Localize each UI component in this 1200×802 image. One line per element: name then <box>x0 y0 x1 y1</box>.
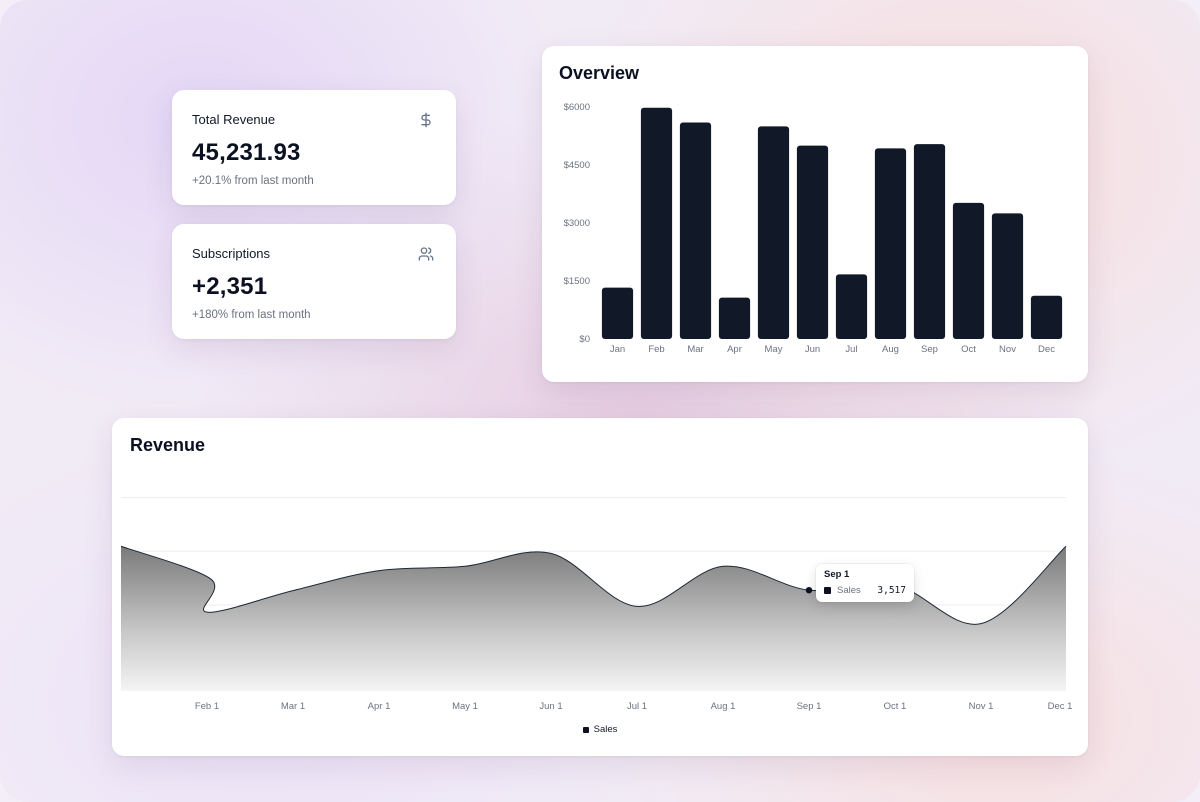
total-revenue-value: 45,231.93 <box>192 139 301 166</box>
x-tick-label: Aug <box>882 344 899 355</box>
total-revenue-title: Total Revenue <box>192 112 276 127</box>
revenue-card: Revenue Feb 1 Mar 1 Apr 1 May 1 Jun 1 Jul 1 Au… <box>112 418 1088 756</box>
x-tick-label: Apr 1 <box>368 701 391 712</box>
x-tick-label: Jan <box>610 344 625 355</box>
bar-feb[interactable] <box>640 107 673 339</box>
x-tick-label: Nov <box>999 344 1016 355</box>
bar-apr[interactable] <box>718 297 751 339</box>
x-tick-label: Oct <box>961 344 976 355</box>
x-tick-label: Aug 1 <box>711 701 736 712</box>
x-tick-label: Jul <box>845 344 857 355</box>
x-tick-label: Mar <box>687 344 703 355</box>
y-tick-label: $3000 <box>564 218 590 229</box>
x-tick-label: Mar 1 <box>281 701 305 712</box>
total-revenue-card: Total Revenue 45,231.93 +20.1% from last… <box>172 90 456 205</box>
bar-may[interactable] <box>757 126 790 339</box>
bar-oct[interactable] <box>952 202 985 339</box>
overview-card: Overview $0 $1500 $3000 $4500 $6000 Jan Feb Mar… <box>542 46 1088 382</box>
overview-bar-chart: $0 $1500 $3000 $4500 $6000 Jan Feb Mar Apr May Jun… <box>564 102 1063 355</box>
x-tick-label: May <box>765 344 783 355</box>
x-tick-label: Jun 1 <box>539 701 562 712</box>
bar-jul[interactable] <box>835 274 868 339</box>
bar-nov[interactable] <box>991 213 1024 339</box>
bar-mar[interactable] <box>679 122 712 339</box>
total-revenue-delta: +20.1% from last month <box>192 175 314 187</box>
tooltip-value: 3,517 <box>877 585 906 596</box>
x-tick-label: Feb <box>648 344 664 355</box>
bar-jun[interactable] <box>796 145 829 339</box>
y-tick-label: $0 <box>579 334 590 345</box>
bar-jan[interactable] <box>601 287 634 339</box>
x-tick-label: Jun <box>805 344 820 355</box>
y-tick-label: $6000 <box>564 102 590 113</box>
active-point[interactable] <box>805 586 813 594</box>
x-tick-label: Oct 1 <box>884 701 907 712</box>
tooltip-swatch <box>824 587 831 594</box>
subscriptions-value: +2,351 <box>192 273 268 300</box>
tooltip-label: Sales <box>837 585 861 596</box>
x-tick-label: Sep 1 <box>797 701 822 712</box>
y-tick-label: $4500 <box>564 160 590 171</box>
legend-label: Sales <box>593 724 618 735</box>
x-tick-label: Dec 1 <box>1048 701 1073 712</box>
bar-sep[interactable] <box>913 144 946 339</box>
x-tick-label: Nov 1 <box>969 701 994 712</box>
chart-legend[interactable]: Sales <box>112 724 1088 735</box>
y-tick-label: $1500 <box>564 276 590 287</box>
users-icon <box>418 246 434 262</box>
bar-aug[interactable] <box>874 148 907 339</box>
chart-tooltip: Sep 1 Sales 3,517 <box>816 564 914 602</box>
subscriptions-card: Subscriptions +2,351 +180% from last mon… <box>172 224 456 339</box>
dollar-icon <box>418 112 434 128</box>
subscriptions-delta: +180% from last month <box>192 309 311 321</box>
overview-title: Overview <box>559 63 640 83</box>
revenue-area-chart: Feb 1 Mar 1 Apr 1 May 1 Jun 1 Jul 1 Aug 1 Sep 1… <box>120 497 1073 712</box>
x-tick-label: Dec <box>1038 344 1055 355</box>
x-tick-label: May 1 <box>452 701 478 712</box>
tooltip-title: Sep 1 <box>824 569 850 580</box>
revenue-title: Revenue <box>130 435 206 455</box>
x-tick-label: Feb 1 <box>195 701 219 712</box>
x-tick-label: Jul 1 <box>627 701 647 712</box>
x-tick-label: Sep <box>921 344 938 355</box>
subscriptions-title: Subscriptions <box>192 246 271 261</box>
legend-swatch <box>582 726 589 733</box>
sales-area <box>121 546 1066 691</box>
bar-dec[interactable] <box>1030 295 1063 339</box>
x-tick-label: Apr <box>727 344 742 355</box>
